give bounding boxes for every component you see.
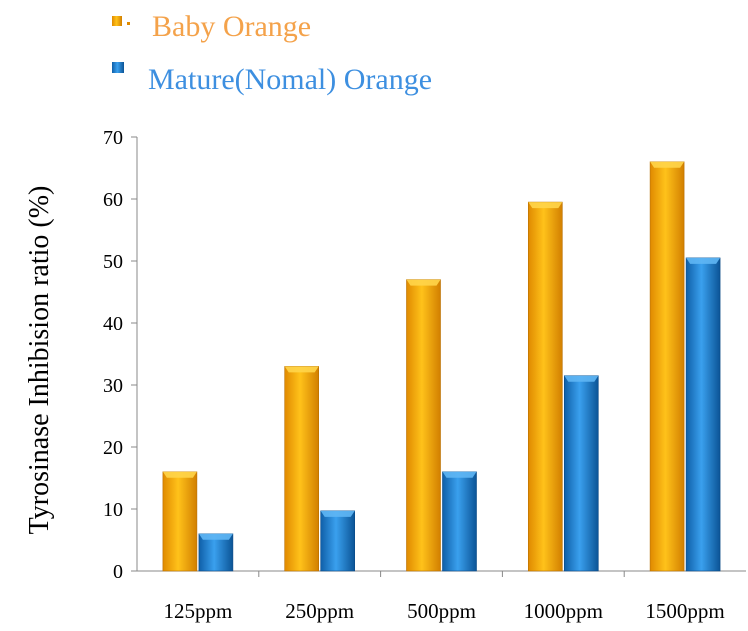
bar: [442, 471, 477, 572]
y-tick-label: 40: [103, 313, 123, 335]
bar: [649, 161, 685, 572]
bar-body: [320, 510, 356, 572]
legend-label-baby-orange: Baby Orange: [152, 10, 311, 43]
y-tick-label: 60: [103, 189, 123, 211]
y-tick-label: 0: [113, 561, 123, 583]
x-category-label: 1500ppm: [645, 599, 724, 623]
bar: [320, 510, 356, 572]
x-category-label: 500ppm: [407, 599, 476, 623]
bar-body: [406, 279, 441, 572]
bar-top-bevel: [320, 510, 355, 517]
bar-top-bevel: [198, 533, 233, 540]
bar: [162, 471, 198, 572]
y-axis-title: Tyrosinase Inhibision ratio (%): [24, 186, 55, 535]
bar-top-bevel: [564, 375, 599, 382]
x-categories: 125ppm 250ppm 500ppm 1000ppm 1500ppm: [163, 571, 725, 623]
bar-top-bevel: [686, 257, 721, 264]
bar: [527, 201, 563, 572]
legend-swatch-dot: [127, 22, 130, 25]
legend-swatch-baby-orange: [112, 16, 122, 26]
bar-top-bevel: [650, 161, 685, 168]
bar-top-bevel: [162, 471, 197, 478]
y-tick-label: 20: [103, 437, 123, 459]
x-category-label: 125ppm: [163, 599, 232, 623]
bar-body: [685, 257, 721, 572]
bar-body: [649, 161, 685, 572]
bar-body: [527, 201, 563, 572]
legend-swatch-mature-orange: [112, 62, 124, 73]
bar: [198, 533, 234, 572]
bar-top-bevel: [442, 471, 477, 478]
bar: [685, 257, 721, 572]
y-tick-label: 10: [103, 499, 123, 521]
y-tick-label: 70: [103, 127, 123, 149]
y-tick-label: 30: [103, 375, 123, 397]
bar-top-bevel: [528, 202, 563, 209]
bar-body: [284, 366, 320, 572]
legend: Baby Orange Mature(Nomal) Orange: [112, 10, 432, 96]
bar: [406, 279, 441, 572]
bar-body: [563, 375, 599, 572]
bar: [284, 366, 320, 572]
bar-body: [162, 471, 198, 572]
bars: [162, 161, 721, 572]
x-category-label: 250ppm: [285, 599, 354, 623]
x-category-label: 1000ppm: [524, 599, 603, 623]
bar-top-bevel: [284, 366, 319, 373]
legend-item-baby-orange: Baby Orange: [112, 10, 311, 43]
bar-top-bevel: [406, 279, 441, 286]
legend-label-mature-orange: Mature(Nomal) Orange: [148, 63, 432, 96]
bar-body: [198, 533, 234, 572]
legend-item-mature-orange: Mature(Nomal) Orange: [112, 62, 432, 96]
y-ticks: 0 10 20 30 40 50 60 70: [103, 127, 137, 583]
bar: [563, 375, 599, 572]
y-tick-label: 50: [103, 251, 123, 273]
bar-body: [442, 471, 477, 572]
